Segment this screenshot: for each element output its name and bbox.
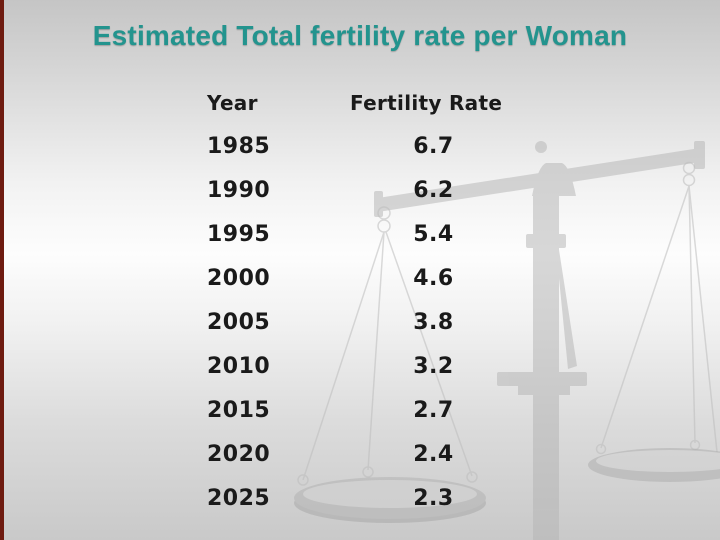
year-cell: 2010: [207, 354, 271, 379]
table-row: 2025 2.3: [207, 487, 517, 531]
rate-cell: 3.2: [413, 354, 454, 379]
scale-pans: [294, 448, 720, 523]
scale-needle: [551, 198, 577, 369]
slide-edge-accent: [0, 0, 4, 540]
fertility-table: Year Fertility Rate 1985 6.7 1990 6.2 19…: [207, 92, 517, 531]
rate-cell: 6.7: [413, 134, 454, 159]
column-header-fertility-rate: Fertility Rate: [350, 91, 503, 115]
scale-fulcrum: [532, 163, 576, 196]
year-cell: 2015: [207, 398, 271, 423]
table-row: 2005 3.8: [207, 311, 517, 355]
rate-cell: 4.6: [413, 266, 454, 291]
table-row: 2000 4.6: [207, 267, 517, 311]
year-cell: 1985: [207, 134, 271, 159]
rate-cell: 3.8: [413, 310, 454, 335]
year-cell: 1990: [207, 178, 271, 203]
column-header-year: Year: [207, 91, 258, 115]
table-header-row: Year Fertility Rate: [207, 92, 517, 135]
table-row: 1995 5.4: [207, 223, 517, 267]
rate-cell: 2.4: [413, 442, 454, 467]
scale-strings: [297, 161, 718, 486]
year-cell: 2025: [207, 486, 271, 511]
rate-cell: 6.2: [413, 178, 454, 203]
slide-title: Estimated Total fertility rate per Woman: [92, 20, 628, 51]
rate-cell: 5.4: [413, 222, 454, 247]
rate-cell: 2.3: [413, 486, 454, 511]
scale-pillar: [533, 194, 559, 540]
table-row: 2010 3.2: [207, 355, 517, 399]
rate-cell: 2.7: [413, 398, 454, 423]
year-cell: 2020: [207, 442, 271, 467]
table-row: 1990 6.2: [207, 179, 517, 223]
year-cell: 2000: [207, 266, 271, 291]
year-cell: 1995: [207, 222, 271, 247]
year-cell: 2005: [207, 310, 271, 335]
table-row: 2015 2.7: [207, 399, 517, 443]
table-row: 1985 6.7: [207, 135, 517, 179]
table-row: 2020 2.4: [207, 443, 517, 487]
